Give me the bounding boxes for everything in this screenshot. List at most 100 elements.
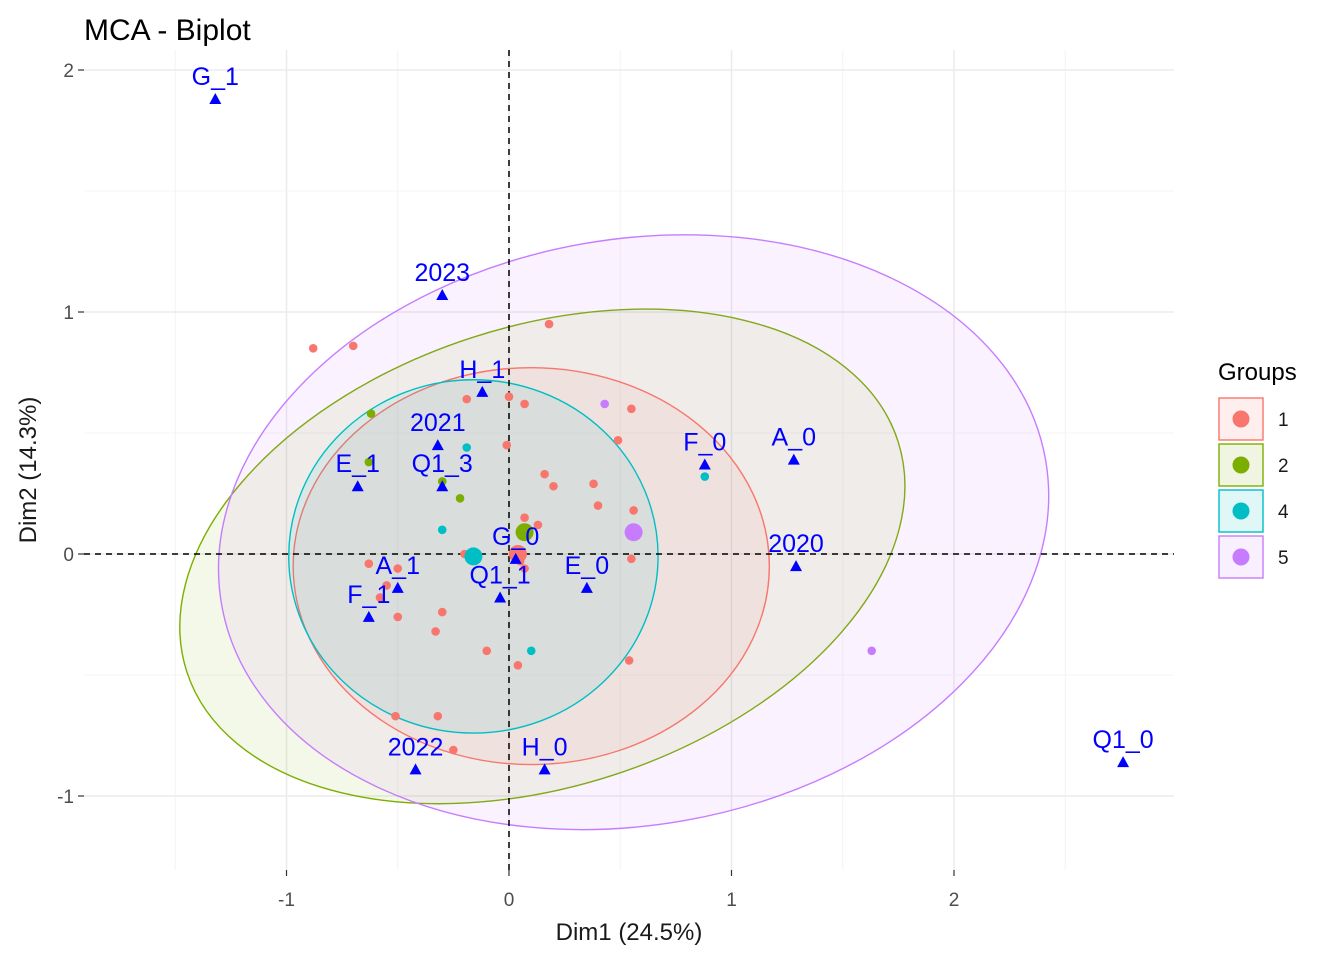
variable-marker-G_0 — [509, 552, 522, 564]
point-group-1 — [482, 646, 492, 656]
variable-label-A_0: A_0 — [772, 424, 816, 452]
y-tick-label: 2 — [63, 61, 74, 82]
point-group-1 — [613, 435, 623, 445]
point-group-4 — [700, 472, 710, 481]
point-group-5 — [600, 399, 609, 409]
point-group-1 — [437, 607, 447, 617]
y-axis-title: Dim2 (14.3%) — [15, 397, 42, 544]
variable-marker-Q1_3 — [436, 480, 449, 492]
variable-marker-Q1_0 — [1117, 756, 1130, 768]
variable-marker-H_0 — [538, 763, 551, 775]
variable-label-2021: 2021 — [410, 409, 466, 437]
y-tick-label: -1 — [57, 787, 74, 808]
point-group-1 — [544, 319, 554, 329]
point-group-5 — [867, 646, 876, 656]
point-group-1 — [629, 506, 638, 515]
legend-dot-5 — [1232, 548, 1250, 566]
variable-label-G_0: G_0 — [492, 523, 539, 551]
variable-marker-A_1 — [391, 581, 404, 593]
point-group-1 — [382, 581, 391, 590]
point-group-1 — [462, 394, 472, 404]
point-group-1 — [589, 479, 598, 489]
legend-key-4 — [1218, 489, 1264, 533]
variable-categories: G_1 2023 H_1 2021 E_1 Q1_3 F_0 A_0 G_0 2020 A_1 Q1_… — [192, 63, 1154, 775]
variable-marker-H_1 — [476, 385, 489, 397]
point-group-1 — [504, 392, 514, 402]
group-ellipses — [179, 234, 1050, 831]
reference-lines — [84, 50, 1174, 870]
variable-label-Q1_3: Q1_3 — [412, 450, 473, 478]
centroid-group-4 — [464, 547, 483, 566]
legend-label-1: 1 — [1278, 410, 1289, 431]
point-group-1 — [433, 711, 443, 721]
point-group-1 — [520, 399, 529, 409]
legend-dot-4 — [1232, 502, 1250, 520]
variable-marker-E_1 — [351, 480, 364, 492]
variable-marker-2021 — [431, 439, 444, 451]
variable-label-G_1: G_1 — [192, 63, 239, 91]
individual-points — [308, 319, 876, 755]
point-group-4 — [437, 525, 447, 535]
x-tick-label: 1 — [726, 890, 737, 911]
variable-label-Q1_1: Q1_1 — [470, 562, 531, 590]
point-group-1 — [348, 341, 358, 351]
confidence-ellipse-group-1 — [292, 366, 771, 766]
variable-marker-E_0 — [580, 581, 593, 593]
point-group-1 — [549, 481, 558, 491]
y-tick-label: 1 — [63, 303, 74, 324]
legend-title: Groups — [1218, 359, 1297, 386]
legend-dot-1 — [1232, 410, 1250, 428]
variable-marker-2023 — [436, 289, 449, 301]
legend-label-4: 4 — [1278, 502, 1289, 523]
point-group-1 — [364, 559, 374, 568]
legend-label-5: 5 — [1278, 548, 1289, 569]
variable-label-H_1: H_1 — [459, 356, 505, 384]
point-group-1 — [375, 593, 385, 602]
variable-marker-F_0 — [698, 458, 711, 470]
point-group-1 — [393, 564, 403, 573]
point-group-1 — [627, 404, 636, 414]
variable-label-F_1: F_1 — [347, 581, 390, 609]
point-group-4 — [526, 646, 536, 656]
point-group-1 — [393, 612, 403, 622]
legend-dot-2 — [1232, 456, 1250, 474]
point-group-1 — [513, 661, 523, 670]
point-group-1 — [533, 520, 543, 530]
x-axis-title: Dim1 (24.5%) — [556, 919, 703, 946]
x-tick-label: -1 — [278, 890, 295, 911]
point-group-2 — [364, 457, 374, 467]
variable-label-E_0: E_0 — [565, 552, 609, 580]
x-tick-label: 0 — [504, 890, 515, 911]
variable-marker-F_1 — [362, 610, 375, 622]
variable-marker-A_0 — [787, 453, 800, 465]
variable-label-2023: 2023 — [414, 259, 470, 287]
point-group-1 — [449, 745, 458, 755]
variable-label-H_0: H_0 — [522, 733, 568, 761]
point-group-1 — [308, 344, 318, 353]
point-group-1 — [624, 656, 634, 665]
point-group-1 — [391, 711, 400, 721]
point-group-1 — [520, 564, 529, 573]
point-group-1 — [540, 469, 549, 479]
variable-label-A_1: A_1 — [376, 552, 420, 580]
confidence-ellipse-group-2 — [179, 308, 906, 805]
variable-label-Q1_0: Q1_0 — [1093, 726, 1154, 754]
variable-label-E_1: E_1 — [335, 450, 379, 478]
point-group-2 — [455, 494, 465, 503]
centroid-group-2 — [515, 523, 534, 542]
legend: Groups 1 2 4 5 — [1218, 359, 1297, 579]
centroid-group-5 — [624, 523, 643, 542]
point-group-1 — [431, 627, 440, 636]
point-group-1 — [627, 554, 636, 564]
variable-marker-Q1_1 — [494, 591, 507, 603]
point-group-1 — [502, 440, 512, 450]
point-group-1 — [593, 501, 603, 510]
point-group-4 — [462, 443, 472, 452]
point-group-1 — [520, 513, 529, 522]
variable-label-F_0: F_0 — [683, 428, 726, 456]
variable-label-2022: 2022 — [388, 733, 444, 761]
variable-marker-2020 — [790, 560, 803, 572]
point-group-2 — [366, 409, 376, 418]
chart-title: MCA - Biplot — [84, 14, 251, 47]
